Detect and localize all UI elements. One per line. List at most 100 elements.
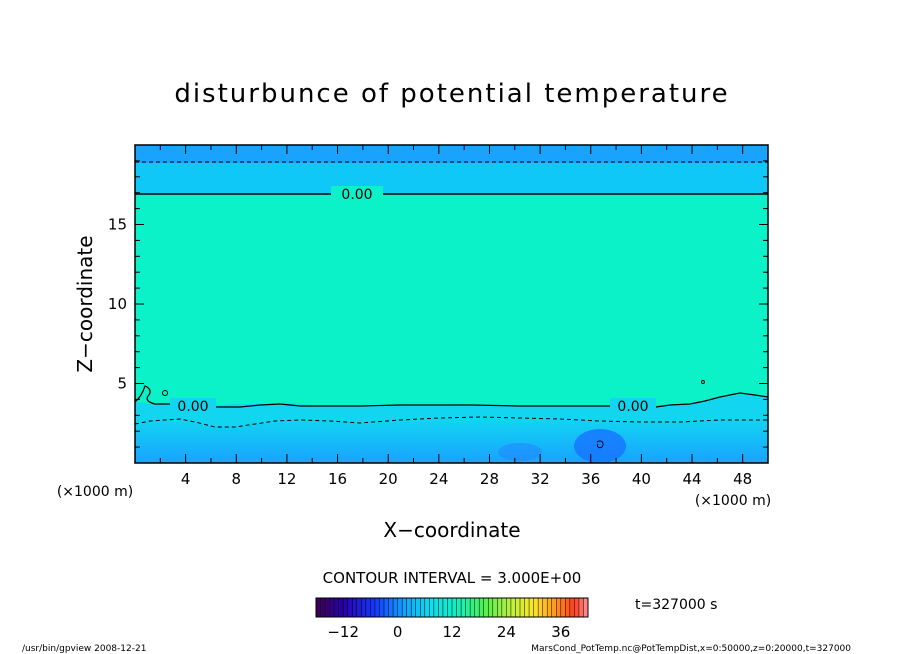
colorbar	[316, 598, 589, 617]
x-tick-label: 28	[480, 470, 499, 488]
colorbar-cell	[329, 598, 335, 617]
x-unit-left: (×1000 m)	[57, 484, 133, 500]
colorbar-cell	[433, 598, 439, 617]
deep-blue-cell	[574, 429, 626, 463]
contour-zero-lower	[135, 385, 768, 408]
colorbar-cell	[501, 598, 507, 617]
y-axis-label: Z−coordinate	[73, 235, 97, 372]
colorbar-cell	[442, 598, 448, 617]
colorbar-tick-label: 24	[497, 623, 516, 641]
colorbar-cell	[483, 598, 489, 617]
colorbar-cell	[415, 598, 421, 617]
colorbar-cell	[325, 598, 330, 617]
x-tick-label: 48	[733, 470, 752, 488]
colorbar-cell	[560, 598, 566, 617]
footer-right: MarsCond_PotTemp.nc@PotTempDist,x=0:5000…	[531, 644, 851, 654]
colorbar-cell	[370, 598, 376, 617]
layer-upper-band	[135, 163, 768, 195]
colorbar-cell	[520, 598, 525, 617]
x-axis-label: X−coordinate	[383, 518, 520, 542]
colorbar-cell	[374, 598, 380, 617]
contour-label: 0.00	[341, 187, 372, 203]
colorbar-cell	[316, 598, 321, 617]
y-tick-label: 5	[117, 375, 127, 393]
colorbar-cell	[497, 598, 503, 617]
colorbar-cell	[456, 598, 462, 617]
x-tick-label: 12	[277, 470, 296, 488]
colorbar-cell	[347, 598, 353, 617]
y-tick-label: 10	[108, 295, 127, 313]
colorbar-tick-label: 12	[442, 623, 461, 641]
x-tick-label: 4	[181, 470, 191, 488]
deep-blue-cell	[498, 443, 542, 461]
colorbar-cell	[461, 598, 466, 617]
colorbar-cell	[343, 598, 349, 617]
colorbar-tick-label: −12	[327, 623, 359, 641]
colorbar-cell	[356, 598, 362, 617]
colorbar-cell	[384, 598, 389, 617]
colorbar-cell	[569, 598, 575, 617]
colorbar-cell	[583, 598, 589, 617]
colorbar-cell	[524, 598, 530, 617]
colorbar-cell	[542, 598, 548, 617]
colorbar-cell	[397, 598, 403, 617]
colorbar-cell	[556, 598, 562, 617]
colorbar-cell	[365, 598, 371, 617]
plot-area: 0.00 0.00 0.00	[135, 145, 768, 463]
contour-label: 0.00	[177, 399, 208, 415]
colorbar-tick-label: 36	[551, 623, 570, 641]
colorbar-cell	[429, 598, 435, 617]
colorbar-cell	[320, 598, 326, 617]
contour-dashed-lower	[135, 416, 768, 428]
colorbar-cell	[574, 598, 580, 617]
layer-top-band	[135, 145, 768, 164]
contour-small-loop	[701, 380, 705, 384]
x-tick-label: 36	[581, 470, 600, 488]
colorbar-cell	[388, 598, 394, 617]
colorbar-cell	[488, 598, 494, 617]
chart-title: disturbunce of potential temperature	[174, 79, 729, 109]
colorbar-cell	[361, 598, 367, 617]
colorbar-cell	[402, 598, 407, 617]
x-tick-label: 20	[379, 470, 398, 488]
colorbar-cell	[538, 598, 543, 617]
colorbar-cell	[565, 598, 571, 617]
x-tick-label: 24	[429, 470, 448, 488]
colorbar-cell	[465, 598, 471, 617]
colorbar-cell	[379, 598, 385, 617]
colorbar-cell	[492, 598, 498, 617]
contour-interval: CONTOUR INTERVAL = 3.000E+00	[323, 569, 582, 587]
x-unit-right: (×1000 m)	[695, 493, 771, 509]
x-tick-label: 16	[328, 470, 347, 488]
contour-label: 0.00	[617, 399, 648, 415]
colorbar-cell	[547, 598, 553, 617]
layer-main-field	[135, 194, 768, 410]
colorbar-cell	[420, 598, 426, 617]
colorbar-tick-label: 0	[393, 623, 403, 641]
x-tick-label: 40	[632, 470, 651, 488]
colorbar-cell	[393, 598, 398, 617]
colorbar-cell	[452, 598, 457, 617]
colorbar-cell	[411, 598, 417, 617]
colorbar-cell	[479, 598, 485, 617]
colorbar-cell	[474, 598, 480, 617]
x-tick-label: 32	[531, 470, 550, 488]
colorbar-ticks: −12 0 12 24 36	[327, 623, 570, 641]
colorbar-cell	[334, 598, 339, 617]
colorbar-cell	[529, 598, 534, 617]
colorbar-cell	[515, 598, 521, 617]
colorbar-cell	[510, 598, 516, 617]
colorbar-frame	[315, 597, 589, 618]
y-tick-label: 15	[108, 216, 127, 234]
colorbar-cell	[447, 598, 453, 617]
colorbar-cell	[352, 598, 358, 617]
x-tick-label: 44	[682, 470, 701, 488]
x-tick-label: 8	[232, 470, 242, 488]
colorbar-cell	[406, 598, 412, 617]
colorbar-cell	[424, 598, 430, 617]
colorbar-cell	[338, 598, 344, 617]
colorbar-cell	[506, 598, 512, 617]
time-label: t=327000 s	[635, 597, 717, 613]
